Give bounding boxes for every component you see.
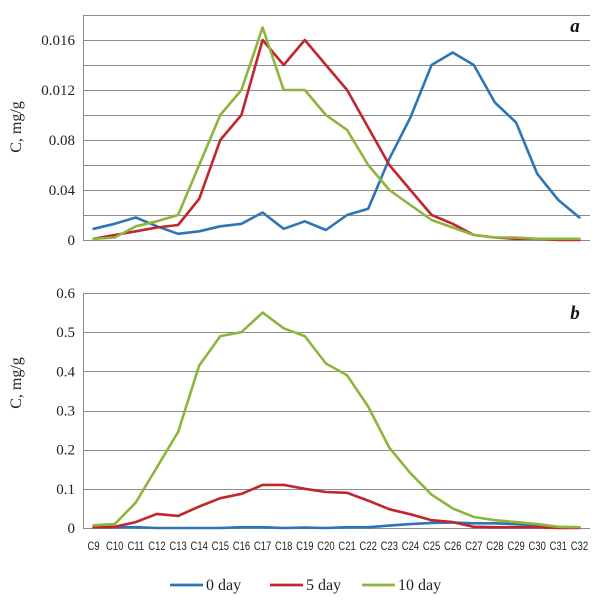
legend-label-0-day: 0 day — [206, 577, 241, 594]
y-tick-label: 0 — [68, 521, 76, 537]
y-tick-label: 0.2 — [56, 443, 75, 459]
series-line-0-day — [92, 521, 581, 530]
series-line-10-day — [92, 311, 581, 529]
y-tick-label: 0.6 — [56, 286, 75, 302]
x-tick-label: C11 — [128, 540, 145, 553]
y-tick-label: 0.1 — [56, 482, 75, 498]
panel-label: a — [570, 16, 580, 37]
panel-label: b — [570, 303, 580, 324]
x-tick-label: C10 — [106, 540, 123, 553]
x-tick-label: C21 — [338, 540, 355, 553]
y-tick-label: 0.5 — [56, 325, 75, 341]
x-tick-label: C32 — [571, 540, 588, 553]
legend-label-5-day: 5 day — [306, 577, 341, 594]
y-axis-title: C, mg/g — [8, 357, 25, 409]
y-tick-label: 0.016 — [41, 33, 75, 49]
y-tick-label: 0.04 — [49, 183, 76, 199]
y-tick-label: 0.08 — [49, 133, 75, 149]
x-tick-label: C12 — [148, 540, 165, 553]
x-tick-label: C14 — [191, 540, 208, 553]
x-tick-label: C15 — [212, 540, 229, 553]
series-line-0-day — [92, 51, 581, 236]
x-tick-label: C24 — [402, 540, 419, 553]
x-tick-label: C13 — [169, 540, 186, 553]
x-tick-label: C20 — [317, 540, 334, 553]
y-tick-label: 0.4 — [56, 364, 75, 380]
x-tick-label: C23 — [381, 540, 398, 553]
y-axis-title: C, mg/g — [8, 101, 25, 153]
x-tick-label: C17 — [254, 540, 271, 553]
series-line-10-day — [92, 26, 581, 241]
x-tick-label: C16 — [233, 540, 250, 553]
x-tick-label: C25 — [423, 540, 440, 553]
chart-panel-a: 0 0.04 0.08 0.012 0.016 C, mg/g a — [8, 15, 590, 249]
x-tick-label: C26 — [444, 540, 461, 553]
legend: 0 day 5 day 10 day — [170, 577, 441, 594]
y-tick-label: 0.012 — [41, 83, 75, 99]
x-tick-label: C27 — [465, 540, 482, 553]
x-tick-label: C30 — [529, 540, 546, 553]
x-tick-label: C31 — [550, 540, 567, 553]
x-tick-label: C9 — [88, 540, 100, 553]
series-line-5-day — [92, 483, 581, 530]
x-tick-label: C18 — [275, 540, 292, 553]
x-tick-label: C28 — [486, 540, 503, 553]
y-tick-label: 0 — [68, 233, 76, 249]
x-tick-label: C29 — [507, 540, 524, 553]
chart-panel-b: 0 0.1 0.2 0.3 0.4 0.5 0.6 C, mg/g C9 C10 C11 C12 C13… — [8, 286, 590, 553]
y-tick-label: 0.3 — [56, 404, 75, 420]
x-tick-label: C22 — [360, 540, 377, 553]
x-tick-label: C19 — [296, 540, 313, 553]
legend-label-10-day: 10 day — [398, 577, 441, 594]
